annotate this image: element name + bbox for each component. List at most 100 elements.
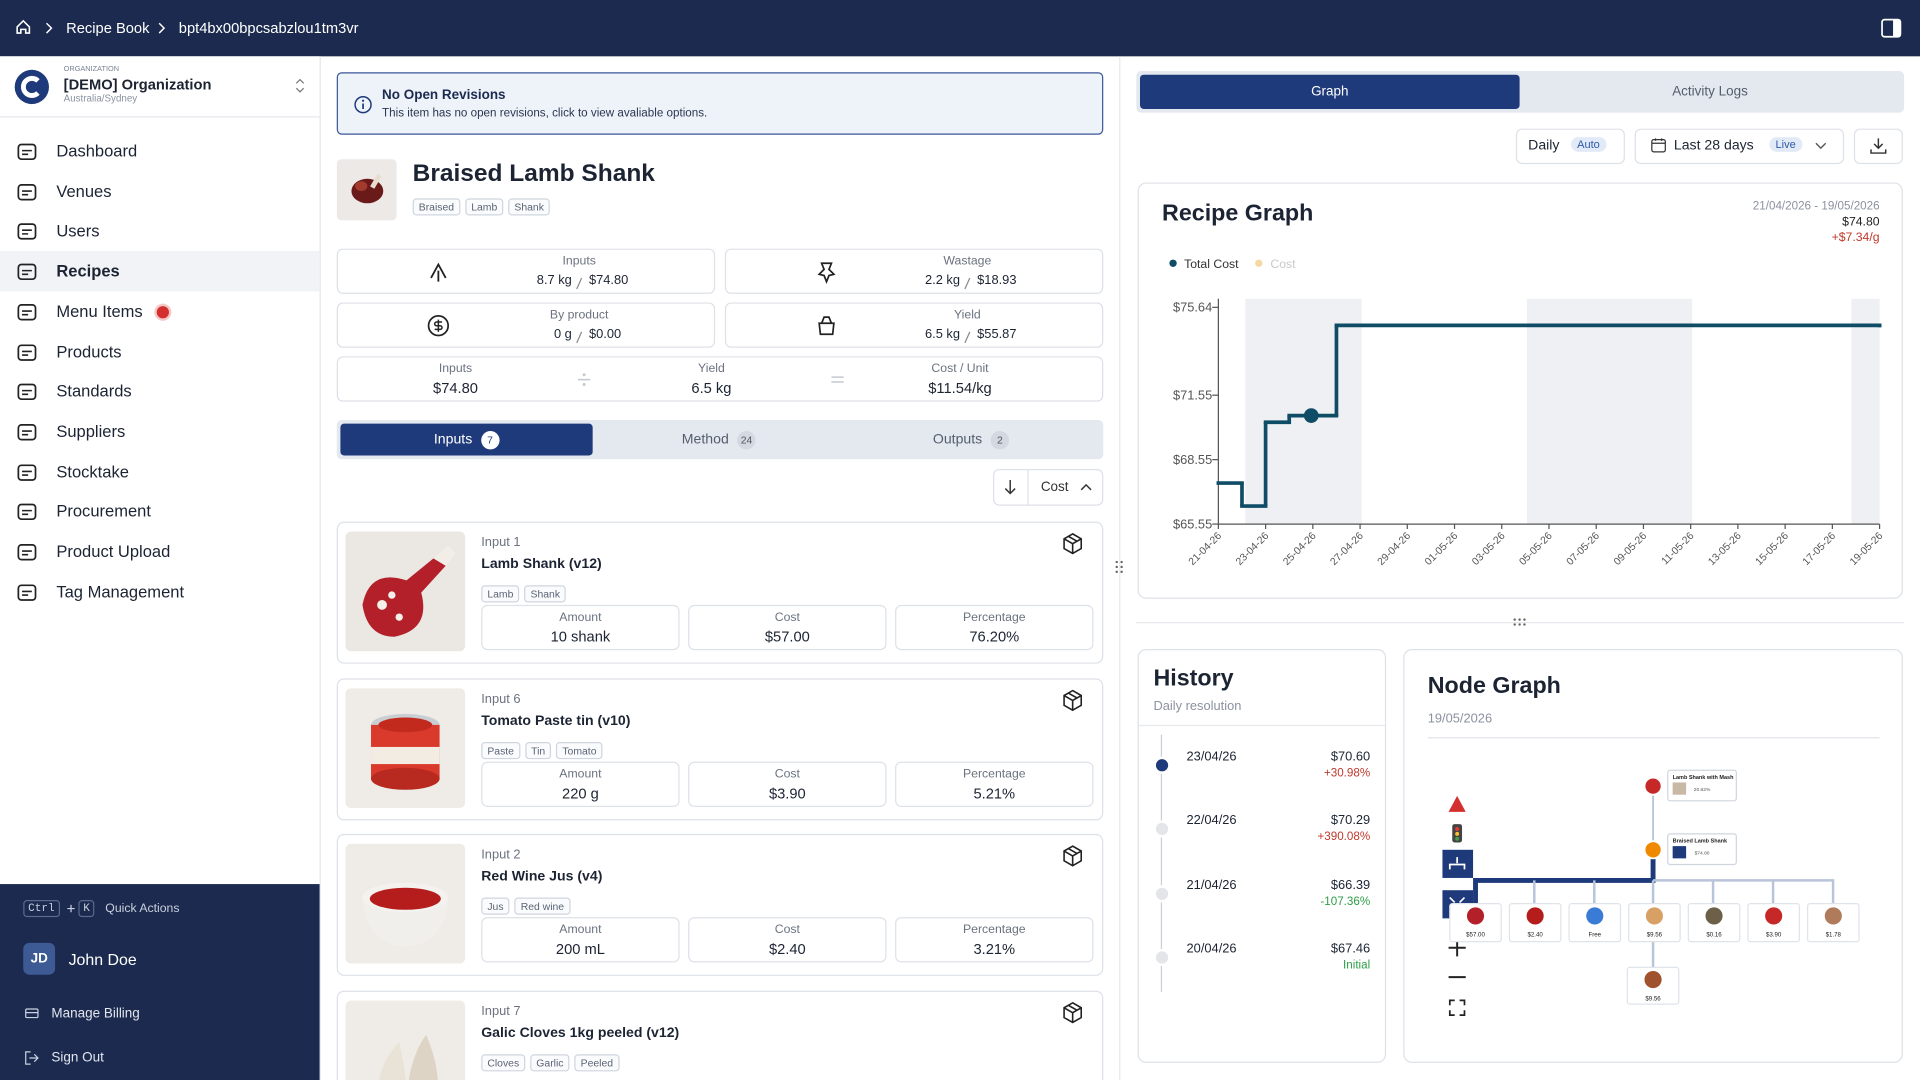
home-icon[interactable] (15, 18, 32, 35)
icon-part (17, 584, 37, 601)
resolution-select[interactable] (1515, 128, 1625, 165)
tag: Lamb (465, 198, 504, 216)
nav-item[interactable]: Procurement (56, 502, 151, 521)
nav-item[interactable]: Products (56, 342, 122, 361)
input-name[interactable]: Lamb Shank (v12) (481, 557, 602, 572)
manage-billing[interactable]: Manage Billing (51, 1006, 140, 1022)
icon-part (1063, 1001, 1083, 1023)
tag: Paste (481, 741, 521, 759)
icon-part (1518, 623, 1521, 626)
nav-item[interactable]: Users (56, 222, 100, 241)
divider (1137, 724, 1387, 727)
node-value: 20.82% (1694, 787, 1711, 793)
icon-part (964, 331, 971, 344)
slash (576, 328, 583, 350)
icon-part (1120, 560, 1123, 564)
y-tick-label: $68.55 (1173, 452, 1212, 467)
user-name[interactable]: John Doe (68, 950, 137, 969)
icon-part (1455, 827, 1460, 831)
input-image (345, 531, 466, 652)
field (895, 917, 1094, 963)
icon-part (576, 331, 583, 344)
icon-part (1120, 565, 1123, 569)
leaf-value: $3.90 (1766, 932, 1782, 939)
leaf-image (1645, 907, 1663, 925)
tab-graph[interactable]: Graph (1140, 74, 1520, 109)
product-icon[interactable] (1060, 844, 1084, 875)
leaf-value: Free (1588, 932, 1601, 939)
badge: Live (1769, 137, 1802, 152)
nav-item[interactable]: Dashboard (56, 142, 138, 161)
icon-part (1063, 689, 1083, 711)
org-switch[interactable] (294, 78, 306, 93)
icon-part (22, 309, 32, 316)
icon-part (17, 143, 37, 161)
legend-item[interactable]: Cost (1255, 258, 1296, 272)
divide-icon (577, 373, 591, 386)
nav-icon (16, 461, 38, 489)
tag: Jus (481, 897, 510, 915)
icon-part (17, 263, 37, 281)
tab[interactable]: Inputs 7 (340, 424, 592, 456)
icon-part (14, 69, 49, 105)
calc-row (336, 356, 1104, 402)
input-index: Input 7 (481, 1003, 521, 1019)
banner[interactable] (336, 72, 1104, 135)
calc-value: $74.80 (433, 379, 478, 397)
icon-part (1523, 618, 1526, 621)
icon-part (1651, 138, 1666, 153)
org-name[interactable]: [DEMO] Organization (63, 75, 212, 94)
legend-item[interactable]: Total Cost (1169, 258, 1239, 272)
input-name[interactable]: Galic Cloves 1kg peeled (v12) (481, 1025, 680, 1041)
product-icon[interactable] (1060, 531, 1084, 562)
icon-part (818, 316, 835, 336)
input-name[interactable]: Red Wine Jus (v4) (481, 869, 603, 885)
icon-part (1513, 618, 1516, 621)
icon-part (17, 183, 37, 201)
field (481, 604, 680, 651)
icon-part (576, 277, 583, 290)
icon-part (1513, 618, 1526, 626)
icon-part (17, 423, 37, 441)
breadcrumb[interactable]: Recipe Book (66, 19, 150, 37)
resize-handle[interactable] (1114, 560, 1124, 575)
tab[interactable]: Method 24 (593, 424, 845, 456)
icon-part (22, 510, 32, 516)
input-index: Input 6 (481, 691, 521, 706)
legend-swatch (1255, 259, 1264, 267)
stat-cost: $18.93 (977, 273, 1017, 288)
nav-item[interactable]: Standards (56, 382, 132, 401)
field-label: Percentage (962, 611, 1026, 625)
tab[interactable]: Outputs 2 (845, 424, 1097, 456)
tag: Braised (412, 198, 461, 216)
icon-part (22, 470, 32, 476)
nav-item[interactable]: Product Upload (56, 542, 171, 561)
sort-direction[interactable] (1002, 479, 1019, 496)
leaf-value: $0.16 (1706, 932, 1722, 939)
nav-item[interactable]: Suppliers (56, 422, 126, 441)
nav-item[interactable]: Tag Management (56, 582, 185, 601)
history-title: History (1153, 666, 1234, 692)
icon-part (158, 22, 166, 34)
icon-part (17, 584, 37, 601)
product-icon[interactable] (1060, 1000, 1084, 1031)
tab-activity[interactable]: Activity Logs (1672, 84, 1748, 100)
nav-item[interactable]: Recipes (56, 262, 120, 281)
nav-item[interactable]: Stocktake (56, 462, 129, 481)
nav-item[interactable]: Venues (56, 182, 112, 201)
product-icon[interactable] (1060, 688, 1084, 719)
nav-item[interactable]: Menu Items (56, 302, 143, 321)
panel-toggle[interactable] (1881, 18, 1902, 38)
chevron (46, 22, 53, 34)
quick-actions[interactable]: Quick Actions (105, 902, 180, 916)
resize-handle[interactable] (1512, 617, 1527, 627)
icon-part (22, 590, 32, 596)
node-thumb (1672, 846, 1687, 859)
range-select[interactable] (1634, 128, 1845, 165)
band (1851, 298, 1880, 525)
sign-out[interactable]: Sign Out (51, 1050, 104, 1066)
input-name[interactable]: Tomato Paste tin (v10) (481, 713, 631, 728)
sort-field[interactable]: Cost (1040, 480, 1069, 495)
